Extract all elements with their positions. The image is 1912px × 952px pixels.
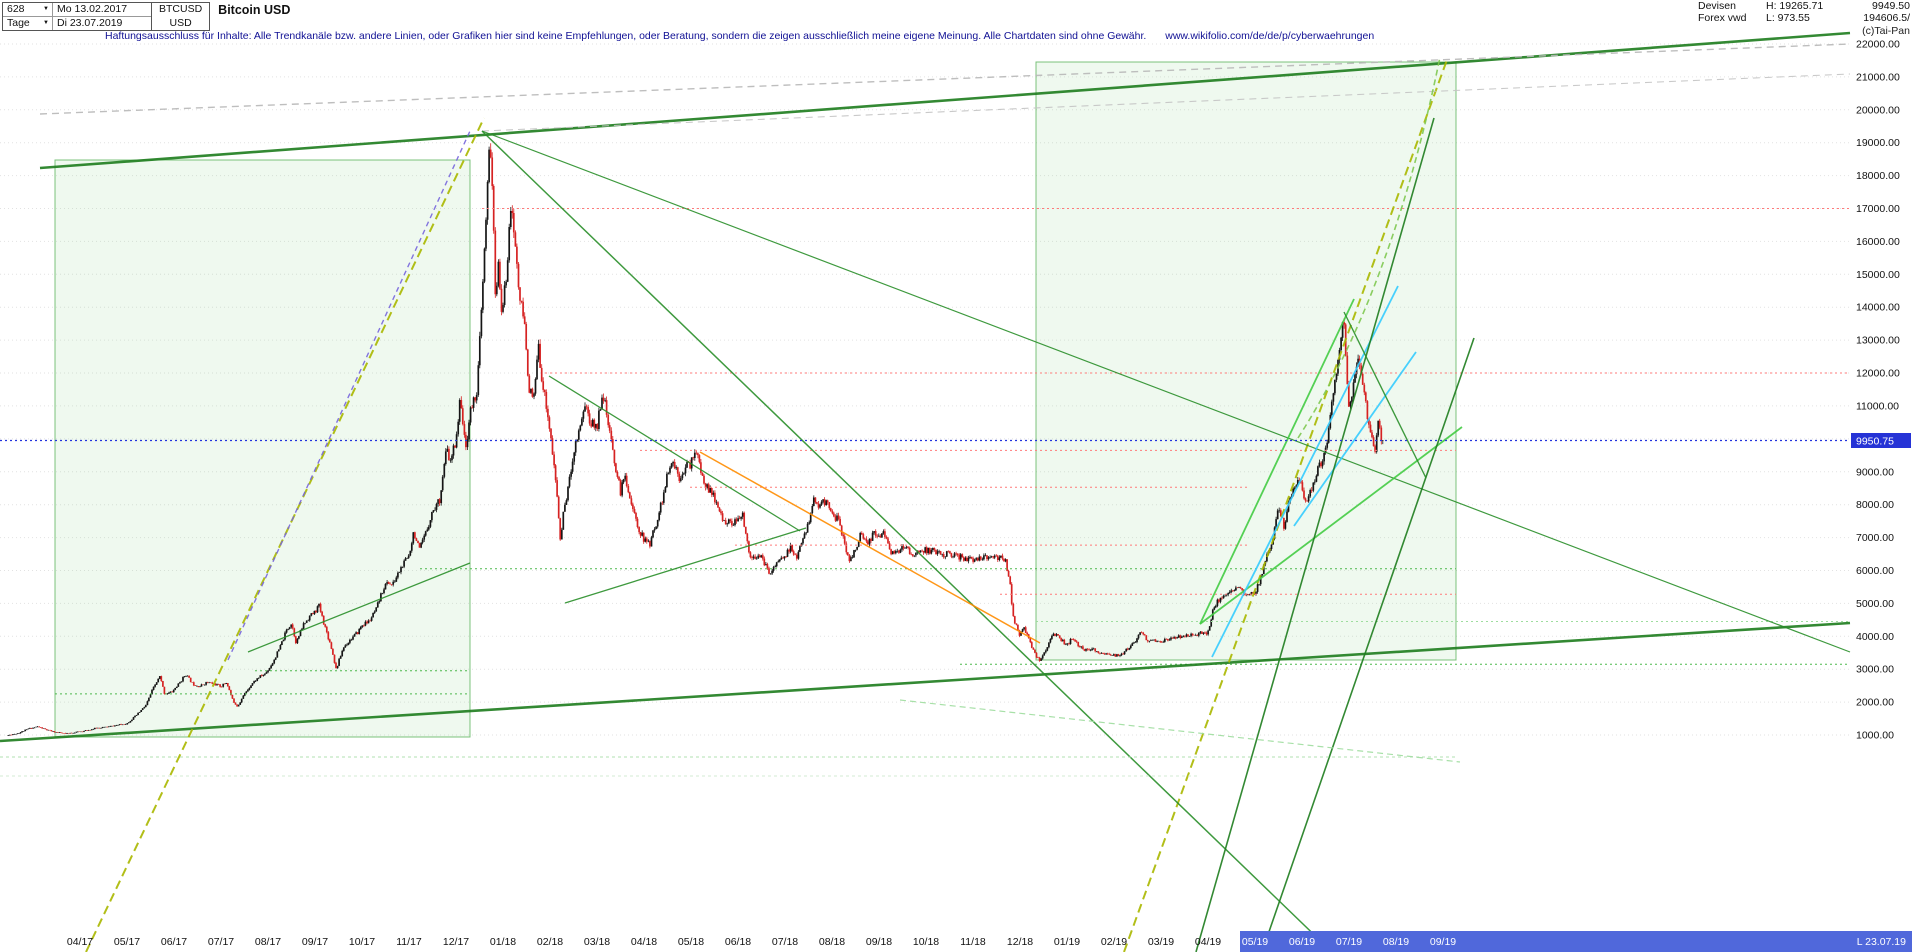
svg-text:07/18: 07/18 bbox=[772, 936, 798, 948]
svg-text:05/19: 05/19 bbox=[1242, 936, 1268, 948]
svg-text:7000.00: 7000.00 bbox=[1856, 532, 1894, 544]
quote-value-1: 9949.50 bbox=[1872, 0, 1910, 12]
x-axis: 04/17 05/17 06/17 07/17 08/17 09/17 10/17 11/17… bbox=[67, 936, 1906, 948]
svg-text:09/19: 09/19 bbox=[1430, 936, 1456, 948]
trend-lines bbox=[0, 31, 1851, 952]
svg-text:19000.00: 19000.00 bbox=[1856, 137, 1900, 149]
chevron-down-icon: ▼ bbox=[43, 20, 49, 26]
svg-text:15000.00: 15000.00 bbox=[1856, 269, 1900, 281]
timeframe-dropdown[interactable]: Tage ▼ bbox=[3, 17, 53, 30]
svg-text:10/17: 10/17 bbox=[349, 936, 375, 948]
y-axis: 1000.00 2000.00 3000.00 4000.00 5000.00 6000.… bbox=[1856, 39, 1900, 742]
last-price-chip: 9950.75 bbox=[1851, 433, 1911, 448]
svg-text:08/18: 08/18 bbox=[819, 936, 845, 948]
last-date-label: Di 23.07.2019 bbox=[57, 17, 123, 29]
symbol-box: BTCUSD USD bbox=[152, 2, 211, 31]
gridlines bbox=[0, 43, 1850, 736]
disclaimer-text: Haftungsausschluss für Inhalte: Alle Tre… bbox=[105, 30, 1147, 42]
svg-text:08/19: 08/19 bbox=[1383, 936, 1409, 948]
svg-text:10/18: 10/18 bbox=[913, 936, 939, 948]
feed-label: Forex vwd bbox=[1698, 11, 1747, 24]
candlesticks bbox=[7, 143, 1384, 736]
svg-text:06/18: 06/18 bbox=[725, 936, 751, 948]
svg-text:14000.00: 14000.00 bbox=[1856, 302, 1900, 314]
svg-text:02/19: 02/19 bbox=[1101, 936, 1127, 948]
chart-header: 628 ▼ Mo 13.02.2017 Tage ▼ Di 23.07.2019… bbox=[2, 2, 290, 31]
svg-text:13000.00: 13000.00 bbox=[1856, 335, 1900, 347]
bars-count-dropdown[interactable]: 628 ▼ bbox=[3, 3, 53, 16]
svg-text:09/18: 09/18 bbox=[866, 936, 892, 948]
svg-text:06/17: 06/17 bbox=[161, 936, 187, 948]
svg-text:06/19: 06/19 bbox=[1289, 936, 1315, 948]
svg-text:04/19: 04/19 bbox=[1195, 936, 1221, 948]
svg-text:03/18: 03/18 bbox=[584, 936, 610, 948]
support-resistance-levels bbox=[55, 208, 1850, 695]
svg-text:8000.00: 8000.00 bbox=[1856, 499, 1894, 511]
timeframe-value: Tage bbox=[7, 17, 30, 29]
svg-text:12/17: 12/17 bbox=[443, 936, 469, 948]
instrument-title: Bitcoin USD bbox=[218, 3, 291, 17]
svg-text:16000.00: 16000.00 bbox=[1856, 236, 1900, 248]
quote-info: Devisen H: 19265.71 9949.50 Forex vwd L:… bbox=[1698, 0, 1910, 38]
alltime-high-label: H: 19265.71 bbox=[1766, 0, 1824, 12]
data-source-label: Devisen bbox=[1698, 0, 1736, 12]
visible-range-highlight[interactable] bbox=[1240, 931, 1912, 952]
svg-text:9000.00: 9000.00 bbox=[1856, 466, 1894, 478]
svg-text:07/17: 07/17 bbox=[208, 936, 234, 948]
svg-text:5000.00: 5000.00 bbox=[1856, 598, 1894, 610]
svg-text:2000.00: 2000.00 bbox=[1856, 697, 1894, 709]
svg-text:04/17: 04/17 bbox=[67, 936, 93, 948]
highlight-zones bbox=[54, 61, 1457, 738]
svg-text:03/19: 03/19 bbox=[1148, 936, 1174, 948]
svg-text:05/17: 05/17 bbox=[114, 936, 140, 948]
svg-text:11000.00: 11000.00 bbox=[1856, 400, 1899, 412]
svg-text:08/17: 08/17 bbox=[255, 936, 281, 948]
svg-text:12/18: 12/18 bbox=[1007, 936, 1033, 948]
range-end-label: L 23.07.19 bbox=[1857, 936, 1906, 948]
svg-text:20000.00: 20000.00 bbox=[1856, 104, 1900, 116]
quote-value-2: 194606.5/ bbox=[1863, 11, 1910, 24]
bars-count-value: 628 bbox=[7, 3, 25, 15]
first-date-label: Mo 13.02.2017 bbox=[57, 3, 128, 15]
svg-text:04/18: 04/18 bbox=[631, 936, 657, 948]
svg-text:4000.00: 4000.00 bbox=[1856, 631, 1894, 643]
period-date-box: 628 ▼ Mo 13.02.2017 Tage ▼ Di 23.07.2019 bbox=[2, 2, 152, 31]
svg-text:11/18: 11/18 bbox=[960, 936, 986, 948]
svg-text:02/18: 02/18 bbox=[537, 936, 563, 948]
svg-text:22000.00: 22000.00 bbox=[1856, 39, 1900, 51]
svg-text:1000.00: 1000.00 bbox=[1856, 730, 1894, 742]
svg-text:18000.00: 18000.00 bbox=[1856, 170, 1900, 182]
svg-text:09/17: 09/17 bbox=[302, 936, 328, 948]
svg-text:6000.00: 6000.00 bbox=[1856, 565, 1894, 577]
svg-text:01/19: 01/19 bbox=[1054, 936, 1080, 948]
currency-label: USD bbox=[169, 16, 192, 29]
alltime-low-label: L: 973.55 bbox=[1766, 11, 1810, 24]
svg-text:21000.00: 21000.00 bbox=[1856, 71, 1900, 83]
svg-text:01/18: 01/18 bbox=[490, 936, 516, 948]
chevron-down-icon: ▼ bbox=[43, 6, 49, 12]
svg-text:3000.00: 3000.00 bbox=[1856, 664, 1894, 676]
symbol-label[interactable]: BTCUSD bbox=[159, 3, 203, 15]
copyright-label: (c)Tai-Pan bbox=[1862, 25, 1910, 37]
svg-text:17000.00: 17000.00 bbox=[1856, 203, 1900, 215]
svg-text:11/17: 11/17 bbox=[396, 936, 422, 948]
svg-text:12000.00: 12000.00 bbox=[1856, 368, 1900, 380]
wikifolio-url: www.wikifolio.com/de/de/p/cyberwaehrunge… bbox=[1165, 30, 1375, 42]
svg-text:05/18: 05/18 bbox=[678, 936, 704, 948]
svg-text:07/19: 07/19 bbox=[1336, 936, 1362, 948]
disclaimer: Haftungsausschluss für Inhalte: Alle Tre… bbox=[105, 30, 1374, 42]
svg-text:9950.75: 9950.75 bbox=[1856, 436, 1894, 448]
